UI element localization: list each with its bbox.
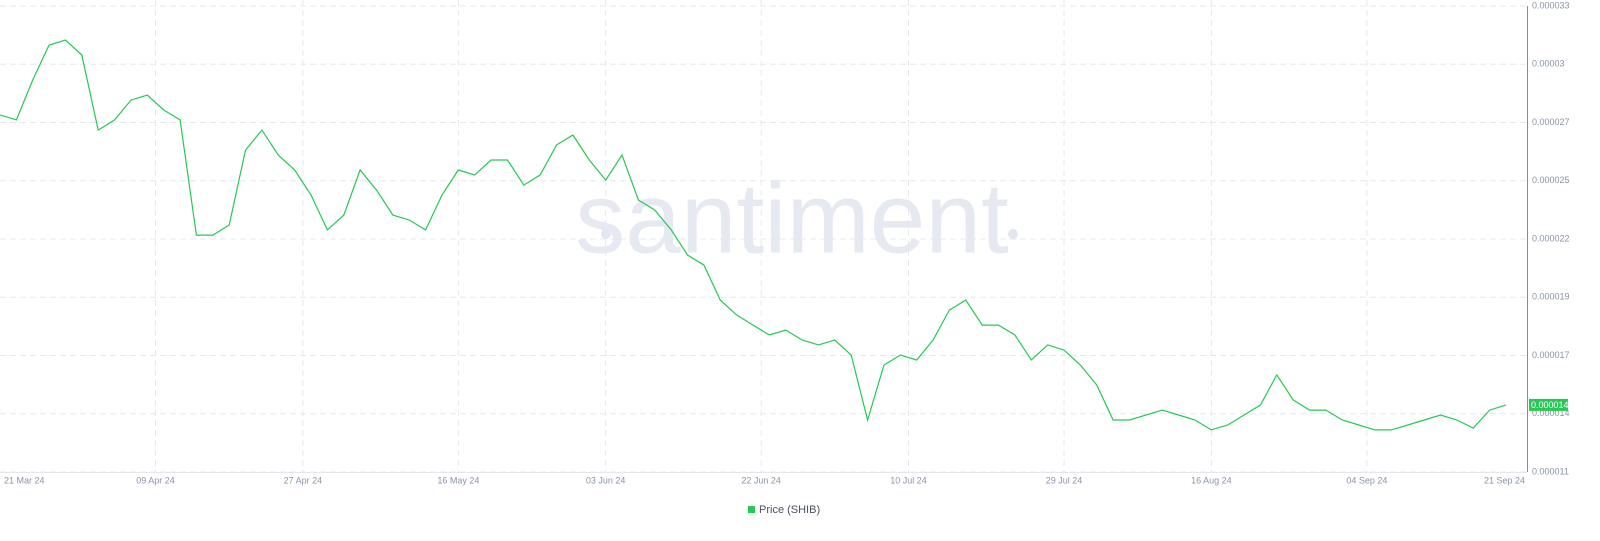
x-tick-label: 21 Sep 24 (1484, 475, 1525, 485)
y-tick-label: 0.000017 (1532, 350, 1570, 360)
x-tick-label: 09 Apr 24 (136, 475, 175, 485)
y-tick-label: 0.000019 (1532, 292, 1570, 302)
x-tick-label: 21 Mar 24 (4, 475, 45, 485)
price-line (0, 39, 1507, 431)
x-tick-label: 04 Sep 24 (1346, 475, 1387, 485)
x-tick-label: 22 Jun 24 (741, 475, 781, 485)
watermark-text: santiment (575, 162, 1009, 274)
y-tick-label: 0.000011 (1532, 466, 1569, 476)
legend-label: Price (SHIB) (759, 504, 820, 516)
y-tick-label: 0.00003 (1532, 59, 1565, 69)
current-value-badge: 0.000014 (1529, 398, 1569, 411)
legend-item: Price (SHIB) (748, 504, 820, 516)
y-tick-label: 0.000025 (1532, 175, 1570, 185)
x-tick-label: 29 Jul 24 (1046, 475, 1083, 485)
y-tick-label: 0.000033 (1532, 0, 1570, 10)
badge-text: 0.000014 (1531, 400, 1569, 410)
y-tick-label: 0.000014 (1532, 408, 1570, 418)
x-tick-label: 10 Jul 24 (890, 475, 927, 485)
y-tick-label: 0.000022 (1532, 233, 1570, 243)
x-tick-label: 03 Jun 24 (586, 475, 626, 485)
x-tick-label: 16 Aug 24 (1191, 475, 1232, 485)
watermark: santiment (575, 162, 1018, 274)
legend-swatch (748, 506, 755, 513)
x-tick-label: 27 Apr 24 (284, 475, 323, 485)
x-tick-label: 16 May 24 (437, 475, 479, 485)
y-tick-label: 0.000027 (1532, 117, 1570, 127)
badge-bg (1529, 398, 1568, 411)
